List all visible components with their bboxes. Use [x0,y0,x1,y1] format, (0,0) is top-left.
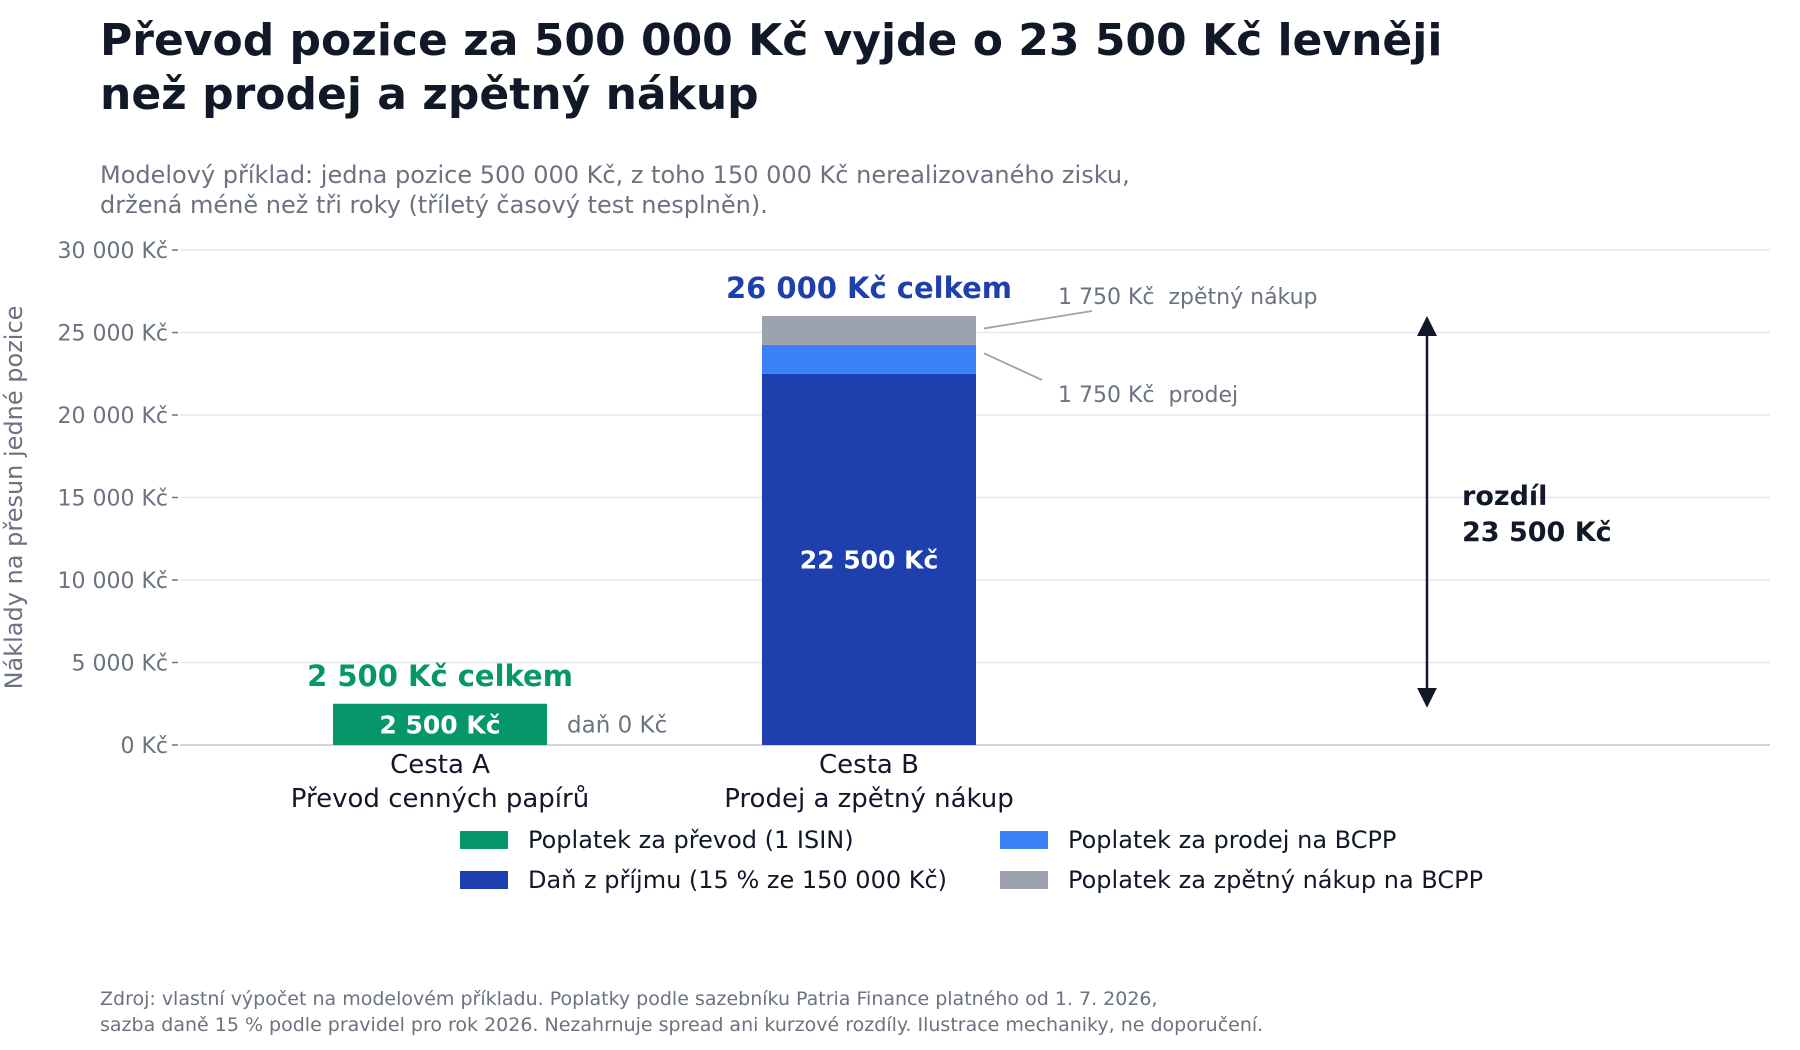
sell-annotation: 1 750 Kč prodej [983,352,1238,408]
legend-item: Poplatek za prodej na BCPP [1000,826,1500,854]
x-tick-label: Prodej a zpětný nákup [724,784,1014,814]
title-line-1: Převod pozice za 500 000 Kč vyjde o 23 5… [100,15,1443,66]
bar-total-label: 26 000 Kč celkem [726,271,1012,305]
legend-label: Poplatek za zpětný nákup na BCPP [1068,866,1484,894]
y-tick-label: 20 000 Kč [58,404,169,429]
tax-zero-annotation: daň 0 Kč [567,712,667,738]
bar-segment-cat1-series3 [762,316,976,345]
legend-item: Poplatek za převod (1 ISIN) [460,826,1000,854]
sell-amount: 1 750 Kč [1058,383,1155,408]
legend-swatch [460,831,508,849]
sell-leader-line [983,352,1043,381]
difference-annotation: rozdíl 23 500 Kč [1417,316,1612,708]
x-tick-label: Cesta A [390,750,490,780]
difference-label-line-1: rozdíl [1462,481,1547,512]
bar-segment-cat1-series1 [762,373,976,745]
y-tick-label: 5 000 Kč [72,652,169,677]
y-tick-label: 0 Kč [120,734,168,759]
rebuy-amount: 1 750 Kč [1058,285,1155,310]
rebuy-annotation-text: 1 750 Kč zpětný nákup [1058,285,1318,310]
y-tick-label: 30 000 Kč [58,239,169,264]
legend-label: Daň z příjmu (15 % ze 150 000 Kč) [528,866,948,894]
subtitle-line-1: Modelový příklad: jedna pozice 500 000 K… [100,161,1130,189]
legend: Poplatek za převod (1 ISIN) Poplatek za p… [460,826,1500,894]
legend-item: Daň z příjmu (15 % ze 150 000 Kč) [460,866,1000,894]
y-tick-label: 25 000 Kč [58,322,169,347]
x-tick-label: Cesta B [819,750,919,780]
legend-swatch [1000,831,1048,849]
legend-swatch [1000,871,1048,889]
y-tick-label: 10 000 Kč [58,569,169,594]
rebuy-annotation: 1 750 Kč zpětný nákup [983,285,1318,330]
source-note-line-1: Zdroj: vlastní výpočet na modelovém přík… [100,988,1158,1010]
legend-swatch [460,871,508,889]
sell-annotation-text: 1 750 Kč prodej [1058,383,1238,408]
title-line-2: než prodej a zpětný nákup [100,69,759,120]
bar-segment-cat1-series2 [762,344,976,374]
annotation-layer: daň 0 Kč 1 750 Kč zpětný nákup 1 750 Kč prod… [567,285,1612,738]
bar-layer: 2 500 Kč 22 500 Kč 2 500 Kč celkem 26 000 K… [307,271,1012,745]
sell-label: prodej [1169,383,1239,408]
source-note: Zdroj: vlastní výpočet na modelovém přík… [100,986,1263,1038]
chart-title: Převod pozice za 500 000 Kč vyjde o 23 5… [100,14,1700,122]
segment-value-label: 2 500 Kč [379,710,500,739]
subtitle-line-2: držená méně než tři roky (tříletý časový… [100,191,768,219]
legend-label: Poplatek za prodej na BCPP [1068,826,1397,854]
chart-subtitle: Modelový příklad: jedna pozice 500 000 K… [100,160,1130,220]
y-axis: 0 Kč 5 000 Kč 10 000 Kč 15 000 Kč 20 000 Kč 2… [0,239,1770,814]
x-tick-label: Převod cenných papírů [291,784,589,814]
legend-label: Poplatek za převod (1 ISIN) [528,826,854,854]
y-axis-label: Náklady na přesun jedné pozice [0,306,28,690]
bar-segment-cat0-series0 [333,703,547,745]
bar-total-label: 2 500 Kč celkem [307,659,573,693]
rebuy-leader-line [983,310,1093,330]
legend-item: Poplatek za zpětný nákup na BCPP [1000,866,1500,894]
segment-value-label: 22 500 Kč [800,545,939,574]
difference-label-line-2: 23 500 Kč [1462,517,1612,548]
source-note-line-2: sazba daně 15 % podle pravidel pro rok 2… [100,1014,1264,1036]
rebuy-label: zpětný nákup [1169,285,1318,310]
y-tick-label: 15 000 Kč [58,487,169,512]
stacked-bar-chart: 0 Kč 5 000 Kč 10 000 Kč 15 000 Kč 20 000 Kč 2… [0,239,1770,814]
